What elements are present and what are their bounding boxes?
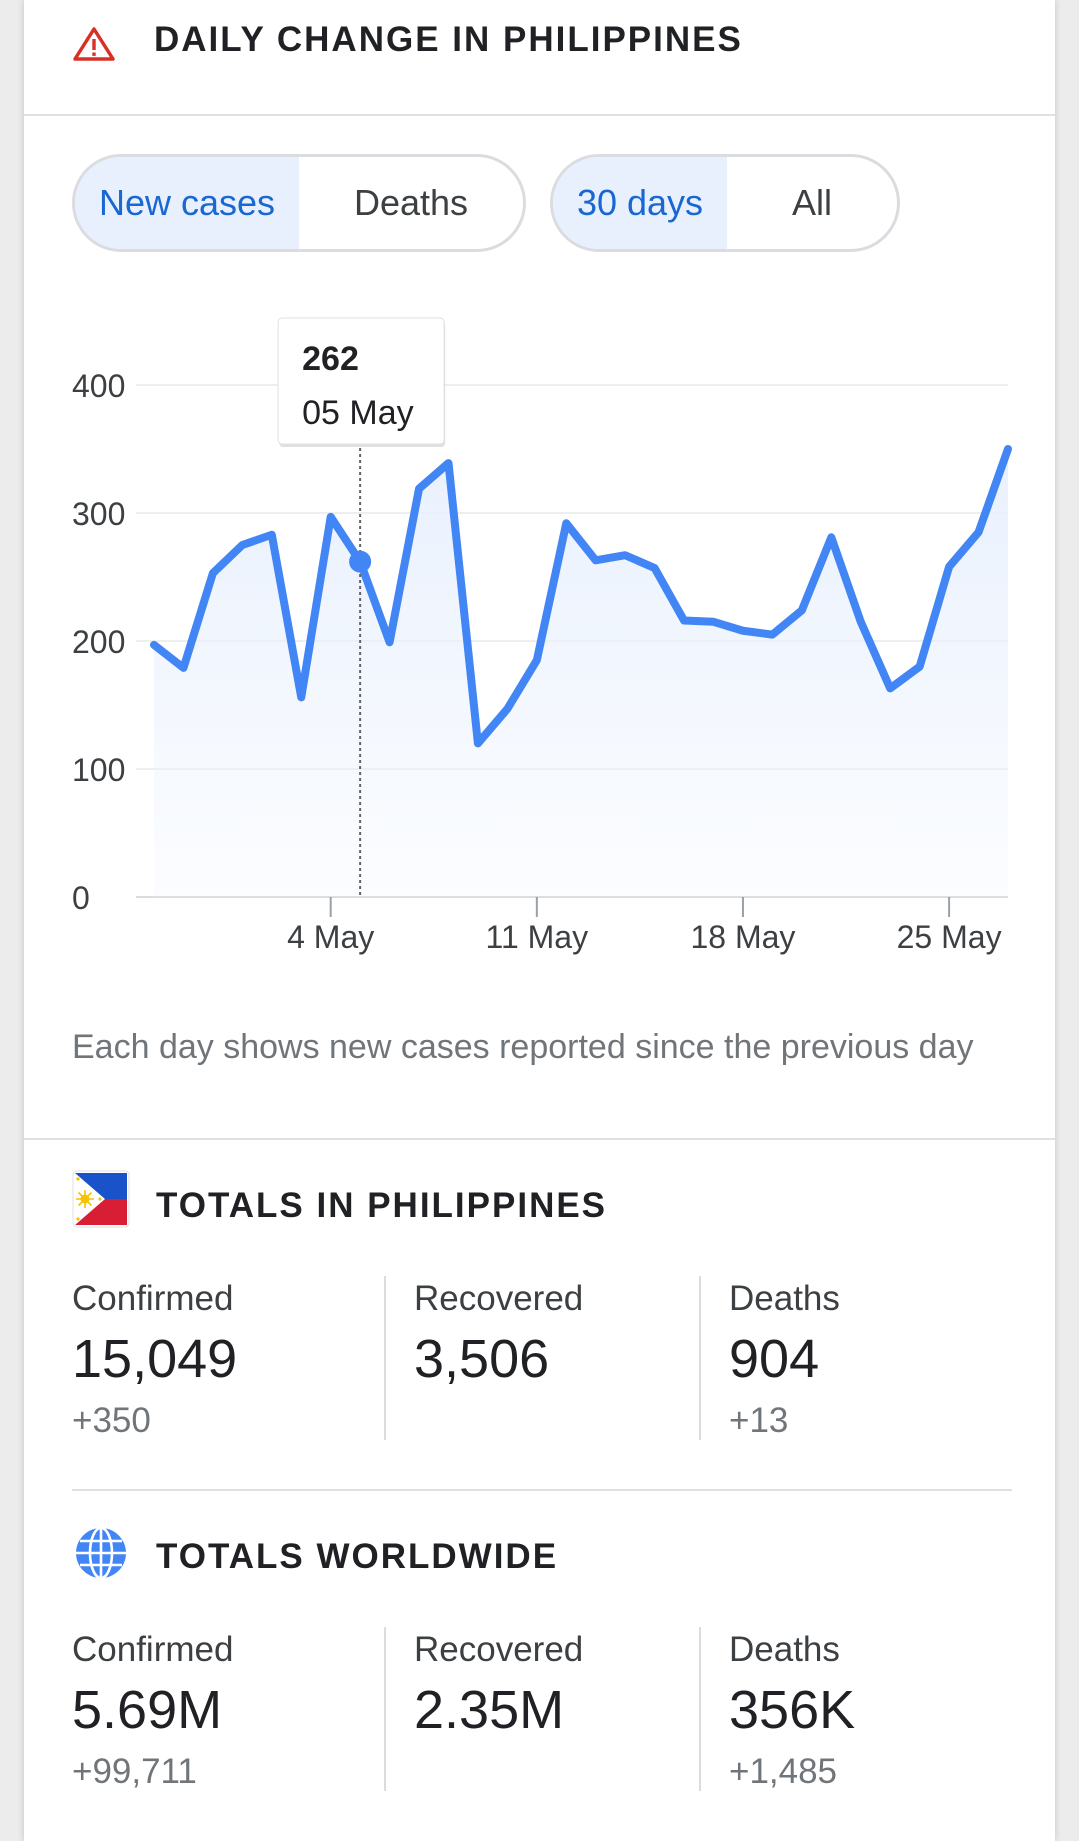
chart-note: Each day shows new cases reported since … (72, 1028, 974, 1066)
tooltip-date: 05 May (302, 394, 414, 432)
new-cases-toggle[interactable]: New cases (75, 157, 299, 249)
stat-value: 904 (729, 1329, 820, 1389)
series-line (150, 445, 1012, 748)
stat-separator (699, 1627, 701, 1791)
section-divider (24, 1138, 1055, 1140)
stat-change (414, 1749, 583, 1795)
country-recovered-stat: Recovered 3,506 (414, 1276, 583, 1444)
stat-label: Deaths (729, 1630, 840, 1669)
stat-label: Deaths (729, 1279, 840, 1318)
stat-change: +13 (729, 1401, 789, 1440)
stat-value: 15,049 (72, 1329, 238, 1389)
stat-change (414, 1398, 583, 1444)
world-deaths-stat: Deaths 356K +1,485 (729, 1627, 855, 1795)
daily-change-header: DAILY CHANGE IN PHILIPPINES (24, 0, 1055, 116)
tooltip-value: 262 (302, 340, 359, 378)
stat-value: 3,506 (414, 1329, 550, 1389)
stat-label: Recovered (414, 1279, 584, 1318)
totals-country-title: TOTALS IN PHILIPPINES (156, 1186, 608, 1225)
area-fill (154, 449, 1008, 897)
world-recovered-stat: Recovered 2.35M (414, 1627, 583, 1795)
stat-value: 356K (729, 1680, 856, 1740)
y-tick-label: 400 (72, 368, 125, 404)
covid-card: DAILY CHANGE IN PHILIPPINES New cases De… (24, 0, 1055, 1841)
country-confirmed-stat: Confirmed 15,049 +350 (72, 1276, 237, 1444)
y-tick-label: 200 (72, 624, 125, 660)
daily-cases-chart[interactable]: 0 100 200 300 400 4 May 11 May 18 May 25 May 262 0… (24, 300, 1055, 980)
stat-change: +350 (72, 1401, 151, 1440)
stat-label: Recovered (414, 1630, 584, 1669)
world-confirmed-stat: Confirmed 5.69M +99,711 (72, 1627, 233, 1795)
all-time-toggle[interactable]: All (791, 182, 832, 223)
stat-separator (384, 1276, 386, 1440)
x-tick-label: 18 May (690, 919, 795, 955)
y-tick-label: 100 (72, 752, 125, 788)
tooltip-point (349, 550, 372, 573)
deaths-toggle[interactable]: Deaths (353, 182, 469, 223)
range-toggle: 30 days All (550, 154, 900, 252)
philippines-flag-icon (72, 1170, 130, 1228)
y-tick-label: 300 (72, 496, 125, 532)
totals-world-title: TOTALS WORLDWIDE (156, 1537, 559, 1576)
globe-icon (76, 1526, 126, 1580)
stat-change: +99,711 (72, 1752, 197, 1791)
stat-label: Confirmed (72, 1279, 234, 1318)
thirty-days-toggle[interactable]: 30 days (553, 157, 727, 249)
country-deaths-stat: Deaths 904 +13 (729, 1276, 840, 1444)
stat-value: 5.69M (72, 1680, 223, 1740)
x-tick-label: 25 May (897, 919, 1002, 955)
tooltip-box (277, 317, 445, 445)
metric-toggle: New cases Deaths (72, 154, 526, 252)
totals-divider (72, 1489, 1012, 1491)
x-tick-label: 11 May (486, 919, 589, 955)
stat-value: 2.35M (414, 1680, 565, 1740)
y-tick-label: 0 (72, 880, 90, 916)
stat-change: +1,485 (729, 1752, 838, 1791)
warning-triangle-icon (73, 27, 115, 61)
stat-separator (384, 1627, 386, 1791)
stat-label: Confirmed (72, 1630, 234, 1669)
x-tick-label: 4 May (287, 919, 374, 955)
stat-separator (699, 1276, 701, 1440)
daily-change-title: DAILY CHANGE IN PHILIPPINES (154, 20, 743, 59)
